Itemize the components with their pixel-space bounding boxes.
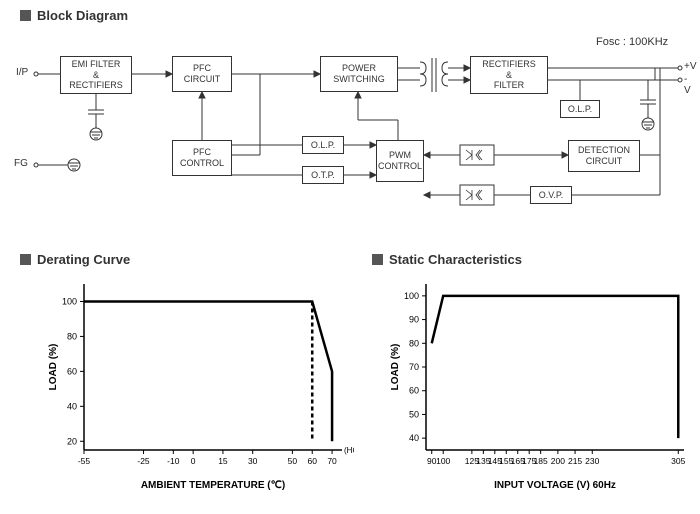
svg-text:0: 0 — [191, 456, 196, 466]
vplus-label: +V — [684, 61, 697, 72]
svg-text:100: 100 — [62, 296, 77, 306]
svg-text:80: 80 — [409, 338, 419, 348]
svg-text:80: 80 — [67, 331, 77, 341]
derating-label: Derating Curve — [37, 252, 130, 267]
power-switching-block: POWER SWITCHING — [320, 56, 398, 92]
svg-text:100: 100 — [404, 291, 419, 301]
svg-text:30: 30 — [248, 456, 258, 466]
svg-text:100: 100 — [436, 456, 450, 466]
title-square-icon — [372, 254, 383, 265]
svg-text:LOAD (%): LOAD (%) — [48, 344, 59, 391]
svg-text:INPUT VOLTAGE (V) 60Hz: INPUT VOLTAGE (V) 60Hz — [494, 480, 616, 491]
svg-text:70: 70 — [409, 362, 419, 372]
derating-svg: 20 40 60 80 100 -55 -25 -10 0 15 30 50 60 70 AMBIENT T… — [44, 276, 354, 496]
svg-text:(HORIZONTAL): (HORIZONTAL) — [344, 446, 354, 455]
svg-text:AMBIENT TEMPERATURE (℃): AMBIENT TEMPERATURE (℃) — [141, 480, 285, 491]
ovp-block: O.V.P. — [530, 186, 572, 204]
svg-text:185: 185 — [534, 456, 548, 466]
svg-text:230: 230 — [585, 456, 599, 466]
static-title: Static Characteristics — [372, 252, 522, 267]
derating-chart: 20 40 60 80 100 -55 -25 -10 0 15 30 50 60 70 AMBIENT T… — [44, 276, 354, 496]
pfc-circuit-block: PFC CIRCUIT — [172, 56, 232, 92]
rect-filter-block: RECTIFIERS & FILTER — [470, 56, 548, 94]
pwm-block: PWM CONTROL — [376, 140, 424, 182]
svg-text:215: 215 — [568, 456, 582, 466]
svg-text:60: 60 — [307, 456, 317, 466]
static-chart: 4050607080901009010012513514515516517518… — [386, 276, 696, 496]
svg-text:20: 20 — [67, 436, 77, 446]
emi-block: EMI FILTER & RECTIFIERS — [60, 56, 132, 94]
svg-text:-55: -55 — [78, 456, 91, 466]
svg-text:-10: -10 — [167, 456, 180, 466]
svg-text:15: 15 — [218, 456, 228, 466]
olp1-block: O.L.P. — [302, 136, 344, 154]
svg-text:305: 305 — [671, 456, 685, 466]
svg-text:60: 60 — [67, 366, 77, 376]
olp2-block: O.L.P. — [560, 100, 600, 118]
svg-text:70: 70 — [327, 456, 337, 466]
svg-text:50: 50 — [409, 409, 419, 419]
static-svg: 4050607080901009010012513514515516517518… — [386, 276, 696, 496]
derating-title: Derating Curve — [20, 252, 130, 267]
pfc-control-block: PFC CONTROL — [172, 140, 232, 176]
svg-text:90: 90 — [409, 315, 419, 325]
svg-text:40: 40 — [67, 401, 77, 411]
otp-block: O.T.P. — [302, 166, 344, 184]
ip-label: I/P — [16, 67, 28, 78]
svg-text:50: 50 — [288, 456, 298, 466]
svg-text:-25: -25 — [137, 456, 150, 466]
fg-label: FG — [14, 158, 28, 169]
title-square-icon — [20, 254, 31, 265]
svg-text:200: 200 — [551, 456, 565, 466]
vminus-label: -V — [684, 74, 691, 96]
static-label: Static Characteristics — [389, 252, 522, 267]
svg-text:LOAD (%): LOAD (%) — [390, 344, 401, 391]
svg-text:40: 40 — [409, 433, 419, 443]
detection-block: DETECTION CIRCUIT — [568, 140, 640, 172]
svg-text:60: 60 — [409, 386, 419, 396]
